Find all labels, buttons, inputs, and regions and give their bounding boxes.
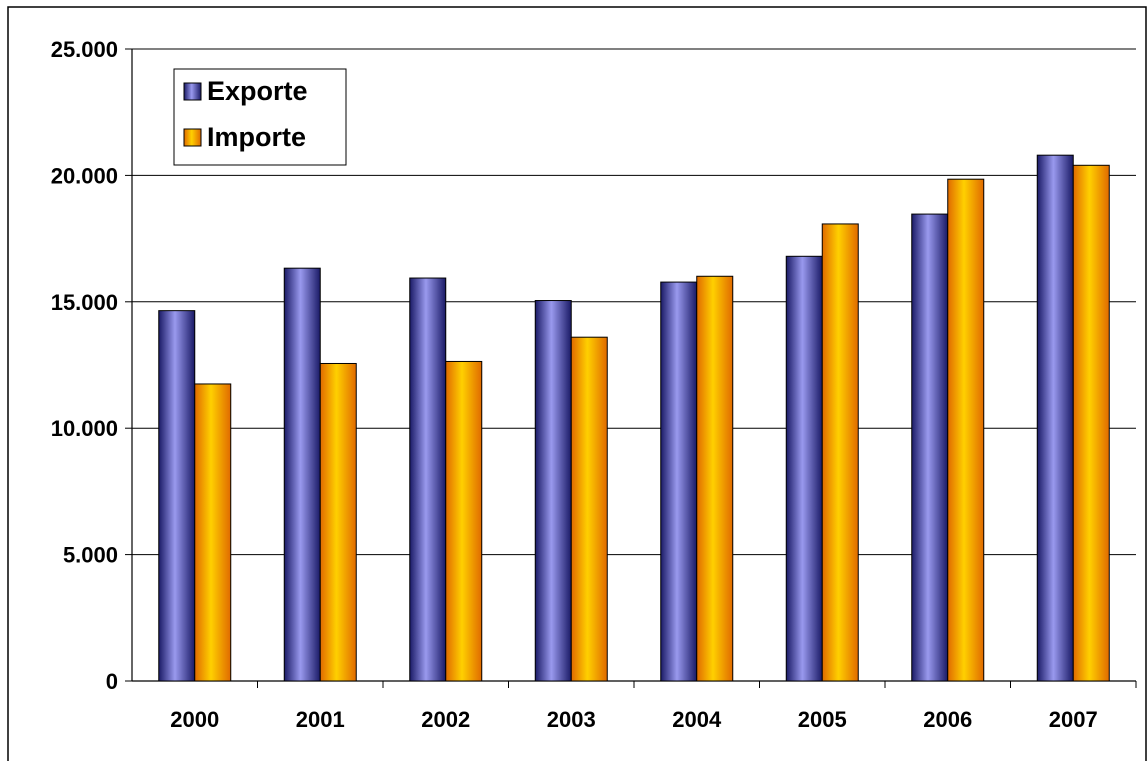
y-tick-label: 10.000 xyxy=(51,416,118,441)
bar-exporte-2002 xyxy=(409,277,447,682)
legend-label-importe: Importe xyxy=(207,122,306,152)
legend-swatch-importe xyxy=(183,128,202,147)
tick-labels: 0 5.000 10.000 15.000 20.000 25.000 2000 2001 20… xyxy=(51,37,1098,732)
bar-exporte-2007 xyxy=(1036,154,1074,682)
bar-importe-2000 xyxy=(194,383,232,682)
bar-importe-2005 xyxy=(821,223,859,682)
bar-importe-2001 xyxy=(319,362,357,682)
y-tick-label: 0 xyxy=(106,669,118,694)
bar-importe-2003 xyxy=(570,336,608,682)
bars xyxy=(158,154,1110,682)
bar-exporte-2001 xyxy=(283,267,321,682)
bar-exporte-2000 xyxy=(158,310,196,682)
x-tick-label: 2006 xyxy=(923,707,972,732)
bar-importe-2002 xyxy=(445,360,483,682)
x-tick-label: 2004 xyxy=(672,707,722,732)
bar-importe-2004 xyxy=(696,275,734,682)
legend-box xyxy=(173,68,347,166)
x-tick-label: 2002 xyxy=(421,707,470,732)
bar-importe-2006 xyxy=(947,178,985,682)
y-tick-label: 15.000 xyxy=(51,290,118,315)
x-tick-label: 2003 xyxy=(547,707,596,732)
y-tick-label: 5.000 xyxy=(63,543,118,568)
x-tick-label: 2000 xyxy=(170,707,219,732)
y-tick-label: 25.000 xyxy=(51,37,118,62)
x-tick-label: 2005 xyxy=(798,707,847,732)
y-tick-label: 20.000 xyxy=(51,163,118,188)
legend-label-exporte: Exporte xyxy=(207,76,308,106)
bar-exporte-2003 xyxy=(534,300,572,682)
legend: Exporte Importe xyxy=(173,68,347,166)
bar-exporte-2005 xyxy=(785,255,823,682)
x-tick-label: 2001 xyxy=(296,707,345,732)
bar-exporte-2006 xyxy=(911,213,949,682)
legend-swatch-exporte xyxy=(183,82,202,101)
x-tick-label: 2007 xyxy=(1049,707,1098,732)
bar-exporte-2004 xyxy=(660,281,698,682)
bar-importe-2007 xyxy=(1072,164,1110,682)
